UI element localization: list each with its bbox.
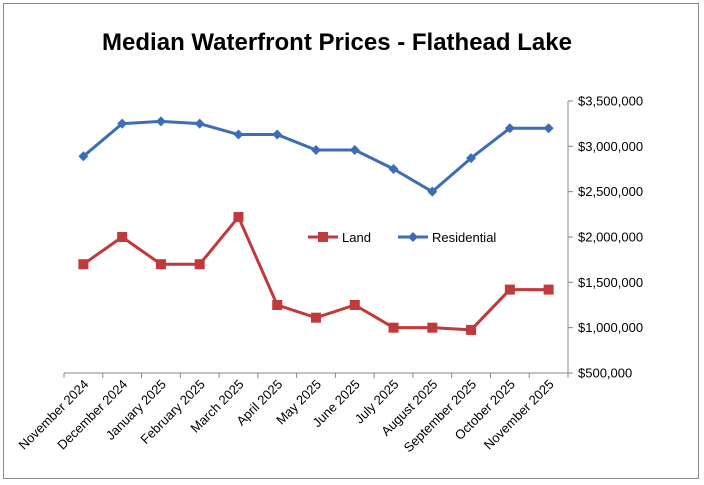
land-point xyxy=(311,312,321,323)
legend: Land Residential xyxy=(308,230,496,245)
residential-point xyxy=(349,144,360,155)
series-residential xyxy=(78,116,554,197)
y-tick-label: $3,500,000 xyxy=(578,94,643,109)
legend-label: Residential xyxy=(432,230,496,245)
residential-point xyxy=(388,164,399,174)
y-tick-label: $2,500,000 xyxy=(578,184,643,199)
y-tick-label: $1,000,000 xyxy=(578,320,643,335)
residential-point xyxy=(466,153,477,164)
land-point xyxy=(155,259,166,270)
residential-point xyxy=(272,129,283,140)
residential-point xyxy=(427,186,438,197)
legend-marker xyxy=(318,232,328,242)
residential-point xyxy=(311,144,321,155)
residential-point xyxy=(504,123,515,134)
series-layer xyxy=(78,116,554,335)
residential-point xyxy=(155,116,166,127)
land-point xyxy=(272,300,283,310)
axes: $500,000 $1,000,000 $1,500,000 $2,000,000 $2… xyxy=(15,94,643,456)
y-tick-label: $1,500,000 xyxy=(578,275,643,290)
x-tick-label: November 2025 xyxy=(481,377,557,453)
series-land xyxy=(78,212,554,335)
land-point xyxy=(466,324,477,335)
y-tick-label: $500,000 xyxy=(578,366,632,381)
residential-line xyxy=(82,119,549,194)
legend-item-residential: Residential xyxy=(398,230,496,245)
legend-item-land: Land xyxy=(308,230,371,245)
land-point xyxy=(427,322,438,333)
y-tick-label: $2,000,000 xyxy=(578,230,643,245)
land-point xyxy=(388,322,399,333)
residential-point xyxy=(194,118,205,129)
residential-point xyxy=(233,129,244,140)
legend-marker xyxy=(408,232,418,242)
chart-title: Median Waterfront Prices - Flathead Lake xyxy=(102,29,572,56)
residential-point xyxy=(78,151,89,162)
x-tick-label: November 2024 xyxy=(15,377,91,453)
land-point xyxy=(543,284,554,295)
legend-label: Land xyxy=(342,230,371,245)
y-tick-label: $3,000,000 xyxy=(578,139,643,154)
land-point xyxy=(117,232,128,242)
land-point xyxy=(233,212,244,223)
residential-point xyxy=(543,123,554,134)
land-point xyxy=(78,259,89,270)
x-tick-label: December 2024 xyxy=(54,377,130,453)
land-point xyxy=(349,300,360,310)
land-point xyxy=(194,259,205,270)
residential-point xyxy=(117,118,128,129)
land-point xyxy=(504,284,515,295)
